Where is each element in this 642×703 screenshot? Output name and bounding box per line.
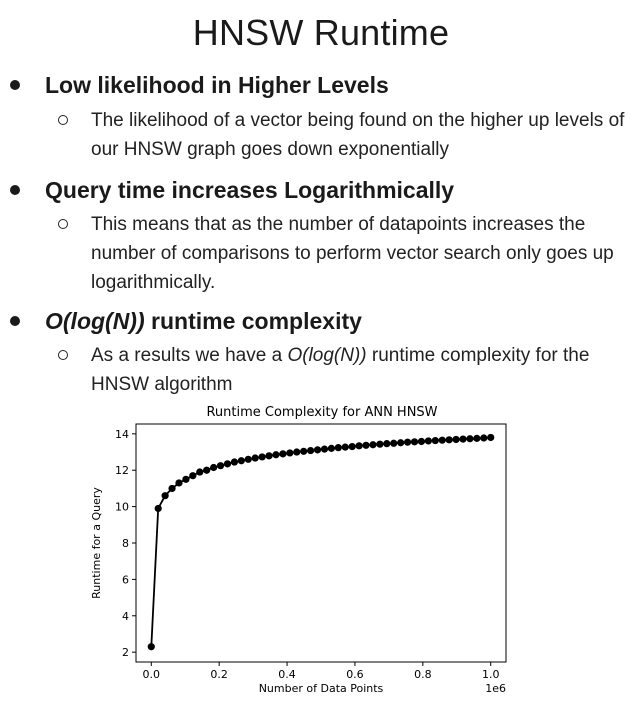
data-point	[459, 435, 467, 443]
y-tick-label: 6	[122, 573, 129, 586]
runtime-chart: Runtime Complexity for ANN HNSW 0.0 0.2 0.…	[80, 398, 520, 698]
data-point	[265, 452, 273, 460]
y-axis-label: Runtime for a Query	[90, 487, 103, 599]
chart-plot-frame	[135, 423, 507, 663]
data-point	[487, 433, 495, 442]
data-point	[410, 438, 419, 446]
chart-series	[147, 433, 495, 651]
data-point	[348, 442, 356, 451]
data-point	[424, 437, 432, 445]
data-point	[341, 443, 349, 451]
data-point	[369, 441, 377, 449]
y-tick-label: 14	[115, 428, 129, 441]
bullet-2-heading: Query time increases Logarithmically	[45, 177, 455, 203]
sub-bullet-1-text: The likelihood of a vector being found o…	[91, 110, 625, 160]
data-point	[258, 453, 266, 461]
sub-bullet-circle-icon	[58, 115, 68, 125]
sub-bullet-3-italic: O(log(N))	[287, 345, 367, 366]
data-point	[355, 442, 363, 450]
data-point	[376, 440, 384, 448]
data-point	[230, 458, 239, 466]
data-point	[237, 457, 245, 465]
y-tick-label: 2	[122, 646, 129, 659]
x-tick-label: 1.0	[482, 668, 500, 681]
data-point	[251, 454, 259, 462]
data-point	[438, 436, 446, 444]
y-tick-label: 4	[122, 610, 129, 623]
y-tick-label: 10	[115, 501, 129, 514]
y-axis-ticks: 2 4 6 8 10 12 14	[115, 428, 136, 659]
sub-bullet-circle-icon	[58, 350, 68, 360]
data-point	[307, 446, 315, 455]
data-point	[320, 445, 329, 453]
bullet-dot-icon	[10, 80, 20, 90]
x-tick-label: 0.8	[414, 668, 432, 681]
data-point	[362, 441, 370, 449]
data-point	[334, 444, 342, 452]
data-point	[403, 438, 412, 446]
slide-title: HNSW Runtime	[192, 12, 450, 53]
x-axis-offset-label: 1e6	[485, 682, 506, 695]
data-point	[466, 435, 474, 443]
data-point	[383, 440, 391, 448]
data-point	[445, 436, 453, 444]
data-point	[210, 463, 218, 472]
series-line	[150, 436, 491, 647]
data-point	[452, 435, 460, 444]
data-point	[327, 444, 335, 452]
x-tick-label: 0.0	[143, 668, 161, 681]
bullet-dot-icon	[10, 316, 20, 326]
bullet-1-heading: Low likelihood in Higher Levels	[45, 72, 389, 98]
data-point	[161, 492, 169, 500]
x-tick-label: 0.4	[278, 668, 296, 681]
data-point	[417, 437, 426, 446]
data-point	[286, 449, 294, 457]
data-point	[473, 434, 481, 442]
data-point	[154, 504, 162, 513]
data-point	[182, 475, 190, 483]
data-point	[189, 472, 197, 480]
x-tick-label: 0.6	[346, 668, 364, 681]
data-point	[397, 439, 405, 447]
data-point	[272, 451, 280, 459]
x-axis-ticks: 0.0 0.2 0.4 0.6 0.8 1.0	[143, 662, 500, 681]
y-tick-label: 8	[122, 537, 129, 550]
data-point	[196, 468, 204, 476]
sub-bullet-3-prefix: As a results we have a	[91, 345, 288, 366]
sub-bullet-circle-icon	[58, 219, 68, 229]
bullet-3-heading-prefix: O(log(N))	[45, 308, 145, 334]
data-point	[480, 434, 488, 442]
data-point	[390, 439, 398, 447]
x-axis-label: Number of Data Points	[259, 682, 384, 695]
data-point	[175, 479, 183, 487]
data-point	[293, 448, 301, 456]
bullet-dot-icon	[10, 185, 20, 195]
data-point	[244, 455, 252, 463]
bullet-3-heading: O(log(N)) runtime complexity	[45, 308, 362, 335]
data-point	[216, 462, 225, 470]
chart-title: Runtime Complexity for ANN HNSW	[206, 405, 437, 420]
data-point	[300, 447, 308, 455]
data-point	[147, 643, 155, 651]
bullet-3-heading-suffix: runtime complexity	[144, 308, 362, 334]
sub-bullet-3-suffix: runtime complexity for the HNSW algorith…	[91, 345, 590, 395]
sub-bullet-2-text: This means that as the number of datapoi…	[91, 214, 614, 293]
data-point	[313, 446, 322, 454]
data-point	[223, 460, 232, 468]
data-point	[203, 466, 211, 474]
x-tick-label: 0.2	[210, 668, 228, 681]
sub-bullet-3-text: As a results we have a O(log(N)) runtime…	[91, 341, 641, 399]
data-point	[431, 436, 439, 445]
data-point	[279, 450, 287, 458]
data-point	[168, 484, 176, 493]
y-tick-label: 12	[115, 464, 129, 477]
runtime-chart-svg: Runtime Complexity for ANN HNSW 0.0 0.2 0.…	[90, 405, 507, 695]
